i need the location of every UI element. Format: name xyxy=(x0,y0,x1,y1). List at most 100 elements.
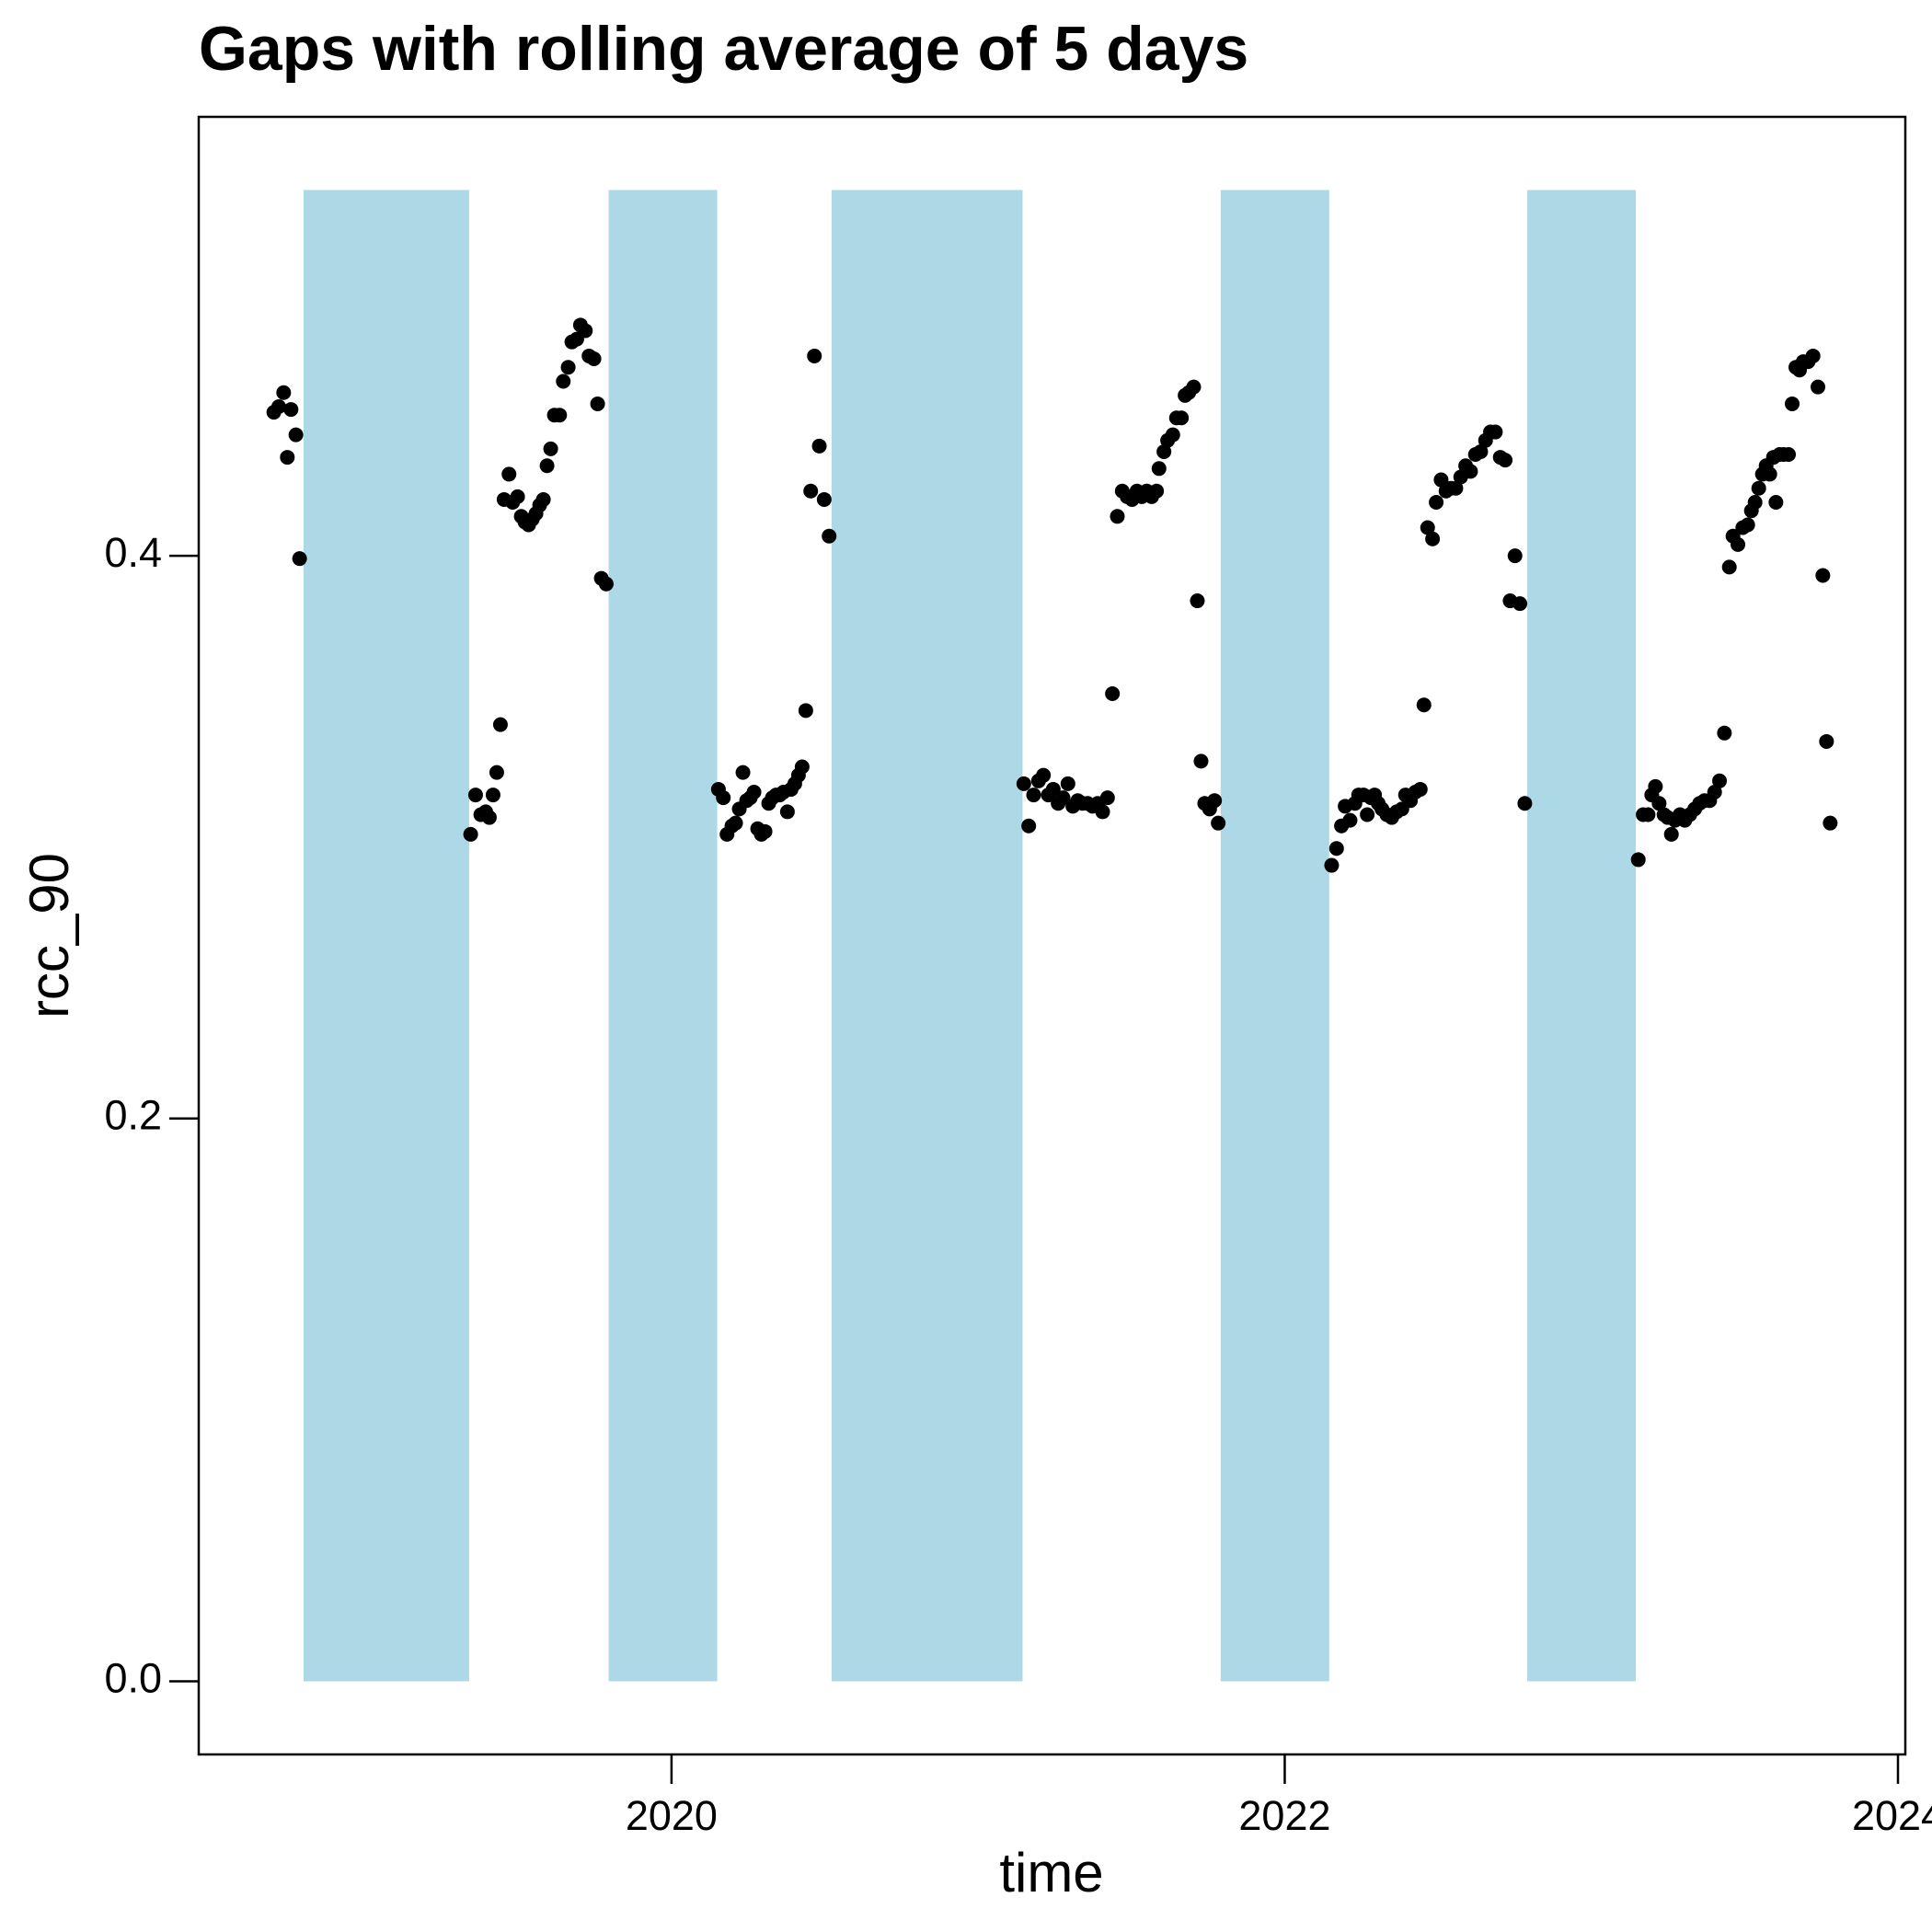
point xyxy=(1425,531,1441,546)
point xyxy=(1016,776,1031,791)
point xyxy=(1640,807,1656,822)
point xyxy=(1420,520,1435,535)
point xyxy=(1712,773,1728,788)
point xyxy=(1811,379,1826,395)
point xyxy=(822,528,837,544)
point xyxy=(1707,785,1722,800)
point xyxy=(1360,807,1375,822)
point xyxy=(1517,796,1533,811)
point xyxy=(1036,767,1052,783)
point xyxy=(1095,804,1110,820)
point xyxy=(816,491,832,507)
gap-band xyxy=(1220,190,1329,1682)
y-axis-title: rcc_90 xyxy=(18,853,80,1018)
point xyxy=(1174,410,1190,426)
point xyxy=(1328,841,1344,857)
point xyxy=(735,765,751,780)
point xyxy=(1193,753,1209,769)
point xyxy=(1815,568,1831,583)
point xyxy=(1512,596,1528,612)
point xyxy=(1060,776,1075,791)
point xyxy=(598,576,614,592)
x-tick-label: 2024 xyxy=(1852,1792,1932,1839)
point xyxy=(746,785,762,800)
point xyxy=(1648,778,1663,794)
gap-band xyxy=(1527,190,1637,1682)
point xyxy=(794,759,810,775)
point xyxy=(501,466,517,482)
point xyxy=(716,790,731,806)
point xyxy=(560,360,576,375)
point xyxy=(1507,548,1523,564)
point xyxy=(578,323,593,339)
point xyxy=(757,823,773,839)
x-axis-title: time xyxy=(999,1842,1103,1903)
point xyxy=(543,441,558,456)
chart-title: Gaps with rolling average of 5 days xyxy=(199,14,1248,84)
point xyxy=(1463,464,1478,479)
point xyxy=(1433,472,1449,488)
point xyxy=(1099,790,1115,806)
point xyxy=(535,491,551,507)
point xyxy=(1498,453,1513,468)
point xyxy=(1151,461,1167,477)
point xyxy=(1165,427,1180,443)
point xyxy=(1721,559,1737,575)
gap-band xyxy=(831,190,1023,1682)
x-tick-label: 2022 xyxy=(1238,1792,1330,1839)
point xyxy=(1781,447,1797,463)
gap-band xyxy=(608,190,718,1682)
point xyxy=(485,788,500,803)
point xyxy=(489,765,504,780)
point xyxy=(283,402,299,418)
point xyxy=(811,438,827,454)
point xyxy=(1026,788,1041,803)
point xyxy=(1747,495,1763,511)
point xyxy=(1751,480,1766,496)
point xyxy=(1110,509,1125,524)
point xyxy=(1021,818,1037,834)
point xyxy=(1324,857,1340,873)
point xyxy=(492,717,508,732)
point xyxy=(1342,812,1358,828)
point xyxy=(1055,790,1071,806)
point xyxy=(590,396,605,411)
point xyxy=(1149,483,1165,499)
point xyxy=(586,351,602,367)
point xyxy=(1805,348,1821,363)
point xyxy=(1448,480,1464,496)
plot-frame xyxy=(197,115,1907,1756)
y-tick-label: 0.4 xyxy=(104,529,162,576)
point xyxy=(1630,852,1646,868)
point xyxy=(467,788,483,803)
point xyxy=(1186,379,1202,395)
point xyxy=(280,450,295,466)
point xyxy=(1105,685,1121,701)
point xyxy=(1740,517,1755,533)
y-tick-label: 0.2 xyxy=(104,1092,162,1139)
point xyxy=(1823,815,1838,831)
point xyxy=(1717,725,1732,741)
point xyxy=(1412,781,1428,797)
point xyxy=(1762,466,1777,482)
point xyxy=(728,815,743,831)
point xyxy=(288,427,304,443)
gap-band xyxy=(303,190,469,1682)
x-tick-label: 2020 xyxy=(626,1792,718,1839)
point xyxy=(1488,424,1503,440)
point xyxy=(1190,593,1205,609)
point xyxy=(1045,781,1061,797)
point xyxy=(1429,495,1444,511)
point xyxy=(556,374,571,389)
point xyxy=(779,804,795,820)
point xyxy=(1416,697,1432,713)
point xyxy=(481,810,497,825)
point xyxy=(1473,443,1489,459)
point xyxy=(798,703,813,719)
point xyxy=(1207,793,1223,809)
point xyxy=(1211,815,1226,831)
point xyxy=(1819,733,1834,749)
point xyxy=(1156,443,1172,459)
point xyxy=(552,408,568,423)
